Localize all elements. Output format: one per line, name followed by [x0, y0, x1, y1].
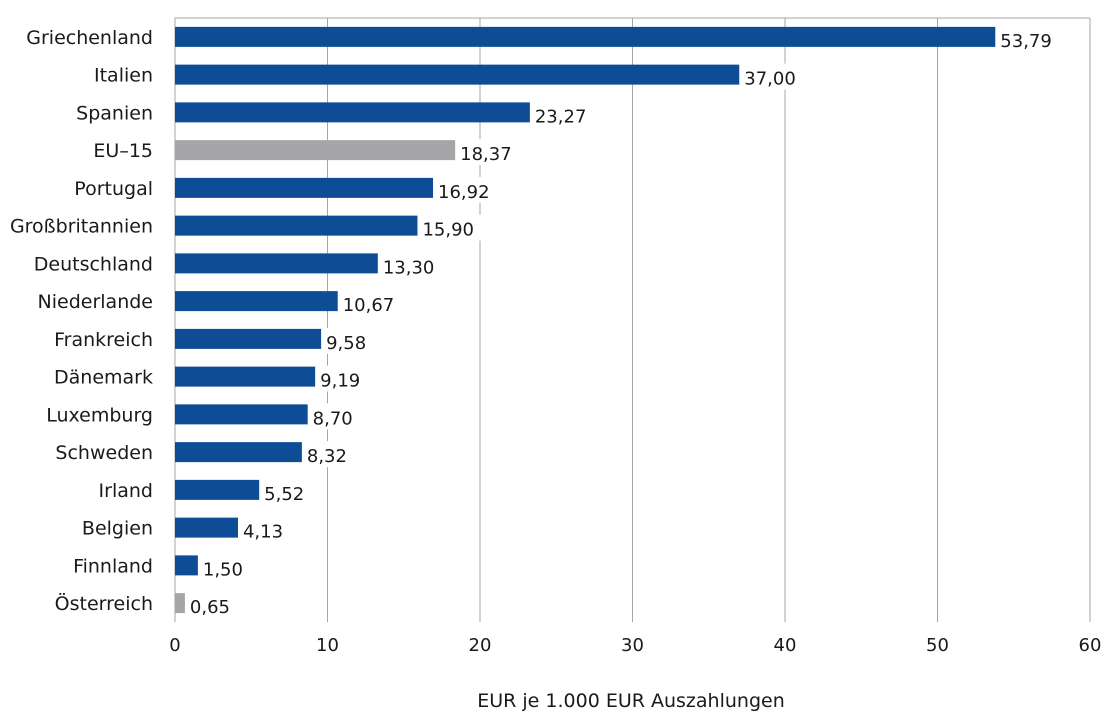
category-label: Spanien — [76, 102, 153, 124]
bar — [175, 215, 418, 236]
value-label-bg — [741, 63, 805, 90]
bar — [175, 517, 238, 538]
bar — [175, 366, 316, 387]
value-label-bg — [379, 252, 443, 279]
x-tick-label: 20 — [469, 635, 492, 656]
bar — [175, 555, 198, 576]
value-label: 37,00 — [744, 69, 796, 90]
x-tick-label: 10 — [316, 635, 339, 656]
category-label: Dänemark — [54, 367, 153, 389]
bar — [175, 26, 996, 47]
value-label-bg — [435, 176, 499, 203]
value-label: 8,70 — [313, 408, 353, 429]
value-label: 18,37 — [460, 144, 512, 165]
value-label-bg — [997, 25, 1061, 52]
value-label: 9,19 — [320, 371, 360, 392]
category-labels: Griechenland Italien Spanien EU–15 Portugal G… — [10, 27, 153, 615]
bar — [175, 140, 456, 161]
value-label: 1,50 — [203, 559, 243, 580]
value-labels: 53,79 37,00 23,27 18,37 16,92 15,90 13,30 10,67… — [186, 25, 1061, 619]
bar — [175, 479, 260, 500]
value-label: 5,52 — [264, 484, 304, 505]
value-label-bg — [457, 139, 521, 166]
value-label: 13,30 — [383, 257, 435, 278]
category-label: Niederlande — [38, 291, 153, 313]
x-tick-labels: 0 10 20 30 40 50 60 — [169, 635, 1101, 656]
category-label: Irland — [99, 480, 153, 502]
value-label: 10,67 — [343, 295, 395, 316]
value-label-bg — [199, 554, 252, 581]
x-axis-title: EUR je 1.000 EUR Auszahlungen — [477, 690, 785, 712]
value-label-bg — [531, 101, 595, 128]
value-label-bg — [419, 214, 483, 241]
bar — [175, 64, 740, 85]
bar — [175, 442, 302, 463]
bar — [175, 593, 185, 614]
value-label: 9,58 — [326, 333, 366, 354]
x-tick-label: 50 — [926, 635, 949, 656]
value-label-bg — [309, 403, 362, 430]
x-tick-label: 40 — [774, 635, 797, 656]
value-label: 4,13 — [243, 522, 283, 543]
category-label: Großbritannien — [10, 216, 153, 238]
value-label-bg — [239, 516, 292, 543]
x-tick-label: 60 — [1079, 635, 1102, 656]
category-label: Schweden — [55, 442, 153, 464]
value-label-bg — [323, 327, 376, 354]
category-label: Deutschland — [34, 253, 153, 275]
bar — [175, 291, 338, 312]
category-label: Griechenland — [26, 27, 153, 49]
bars — [175, 26, 996, 614]
category-label: Portugal — [74, 178, 153, 200]
value-label: 53,79 — [1000, 31, 1052, 52]
x-tick-label: 30 — [621, 635, 644, 656]
value-label-bg — [303, 441, 356, 468]
category-label: EU–15 — [93, 140, 153, 162]
value-label: 16,92 — [438, 182, 490, 203]
value-label: 0,65 — [190, 597, 230, 618]
category-label: Belgien — [82, 518, 153, 540]
value-label: 8,32 — [307, 446, 347, 467]
bar — [175, 404, 308, 425]
category-label: Frankreich — [54, 329, 153, 351]
bar — [175, 253, 378, 274]
bar — [175, 328, 322, 349]
category-label: Italien — [94, 65, 153, 87]
value-label-bg — [317, 365, 370, 392]
value-label: 15,90 — [422, 220, 474, 241]
value-label: 23,27 — [535, 106, 587, 127]
x-tick-label: 0 — [169, 635, 180, 656]
category-label: Österreich — [55, 592, 153, 615]
value-label-bg — [261, 478, 314, 505]
bar — [175, 177, 434, 198]
bar — [175, 102, 530, 123]
category-label: Finnland — [73, 555, 153, 577]
value-label-bg — [186, 592, 239, 619]
category-label: Luxemburg — [46, 404, 153, 426]
value-label-bg — [339, 290, 403, 317]
